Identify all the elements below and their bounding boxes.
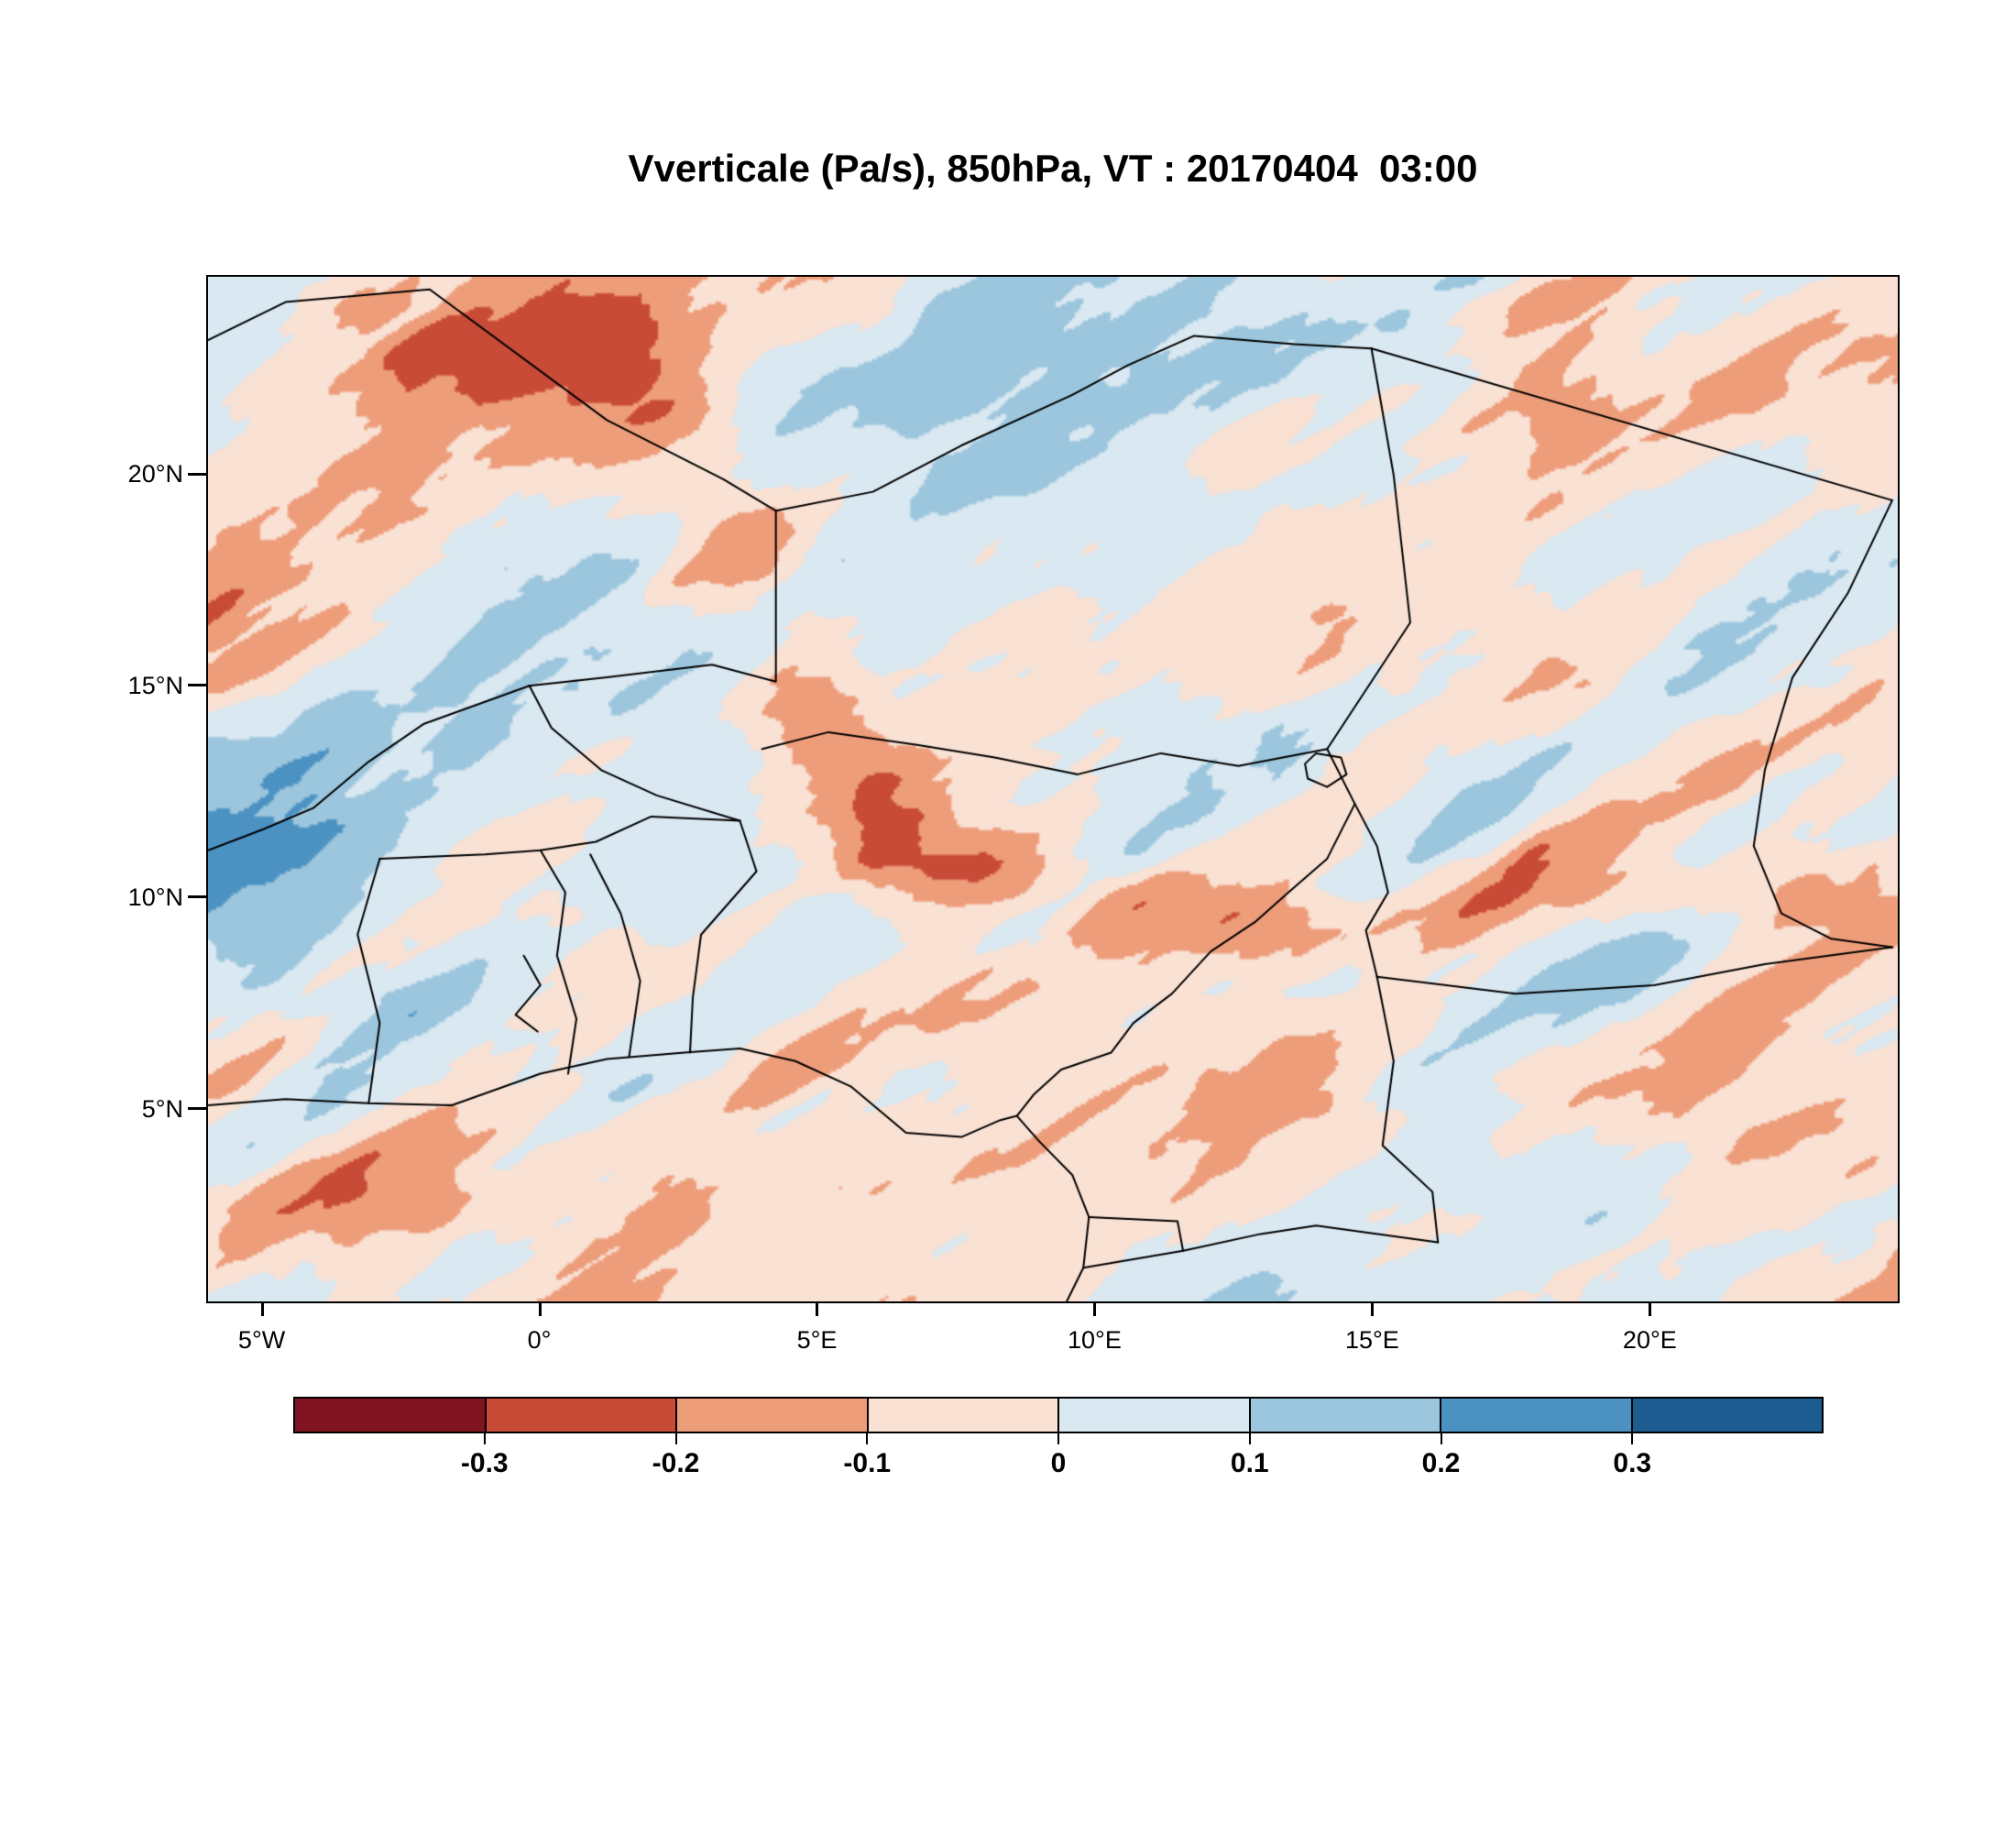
colorbar-tick-mark: [1440, 1433, 1442, 1444]
x-axis-tick-label: 15°E: [1344, 1326, 1399, 1354]
x-axis-tick-label: 20°E: [1622, 1326, 1677, 1354]
x-axis-tick-mark: [538, 1303, 542, 1316]
colorbar-cell: [1248, 1399, 1440, 1432]
colorbar-tick-mark: [1057, 1433, 1059, 1444]
colorbar-tick-label: -0.2: [652, 1448, 700, 1478]
colorbar-tick-label: 0.1: [1230, 1448, 1269, 1478]
colorbar-tick-label: 0.2: [1421, 1448, 1461, 1478]
colorbar-cell: [866, 1399, 1057, 1432]
colorbar-tick-mark: [1631, 1433, 1634, 1444]
colorbar-tick-mark: [674, 1433, 677, 1444]
colorbar-cell: [484, 1399, 675, 1432]
colorbar-tick-label: -0.1: [843, 1448, 892, 1478]
x-axis-tick-mark: [816, 1303, 819, 1316]
map-plot-area: [206, 275, 1900, 1303]
x-axis-tick-mark: [1371, 1303, 1375, 1316]
colorbar-cell: [675, 1399, 867, 1432]
y-axis-tick-label: 15°N: [127, 671, 183, 699]
y-axis-tick-mark: [188, 895, 206, 899]
map-canvas: [208, 277, 1898, 1301]
y-axis-tick-label: 10°N: [127, 883, 183, 911]
colorbar-tick-mark: [483, 1433, 486, 1444]
colorbar-cell: [1057, 1399, 1249, 1432]
x-axis-tick-mark: [1649, 1303, 1652, 1316]
y-axis-tick-label: 5°N: [141, 1094, 183, 1123]
x-axis-tick-mark: [1093, 1303, 1097, 1316]
colorbar-tick-label: 0.3: [1613, 1448, 1652, 1478]
x-axis-tick-label: 0°: [527, 1326, 552, 1354]
x-axis-tick-label: 10°E: [1068, 1326, 1122, 1354]
colorbar-tick-label: 0: [1050, 1448, 1067, 1478]
x-axis-tick-mark: [260, 1303, 264, 1316]
colorbar-cell: [1630, 1399, 1822, 1432]
colorbar-tick-mark: [866, 1433, 869, 1444]
y-axis-tick-mark: [188, 684, 206, 687]
colorbar-tick-label: -0.3: [460, 1448, 509, 1478]
chart-title: Vverticale (Pa/s), 850hPa, VT : 20170404…: [628, 147, 1478, 190]
colorbar-tick-mark: [1248, 1433, 1251, 1444]
colorbar-cell: [1440, 1399, 1631, 1432]
colorbar-cell: [295, 1399, 485, 1432]
x-axis-tick-label: 5°E: [796, 1326, 838, 1354]
y-axis-tick-label: 20°N: [127, 460, 183, 488]
y-axis-tick-mark: [188, 472, 206, 476]
y-axis-tick-mark: [188, 1107, 206, 1111]
colorbar: [293, 1397, 1824, 1433]
x-axis-tick-label: 5°W: [237, 1326, 286, 1354]
